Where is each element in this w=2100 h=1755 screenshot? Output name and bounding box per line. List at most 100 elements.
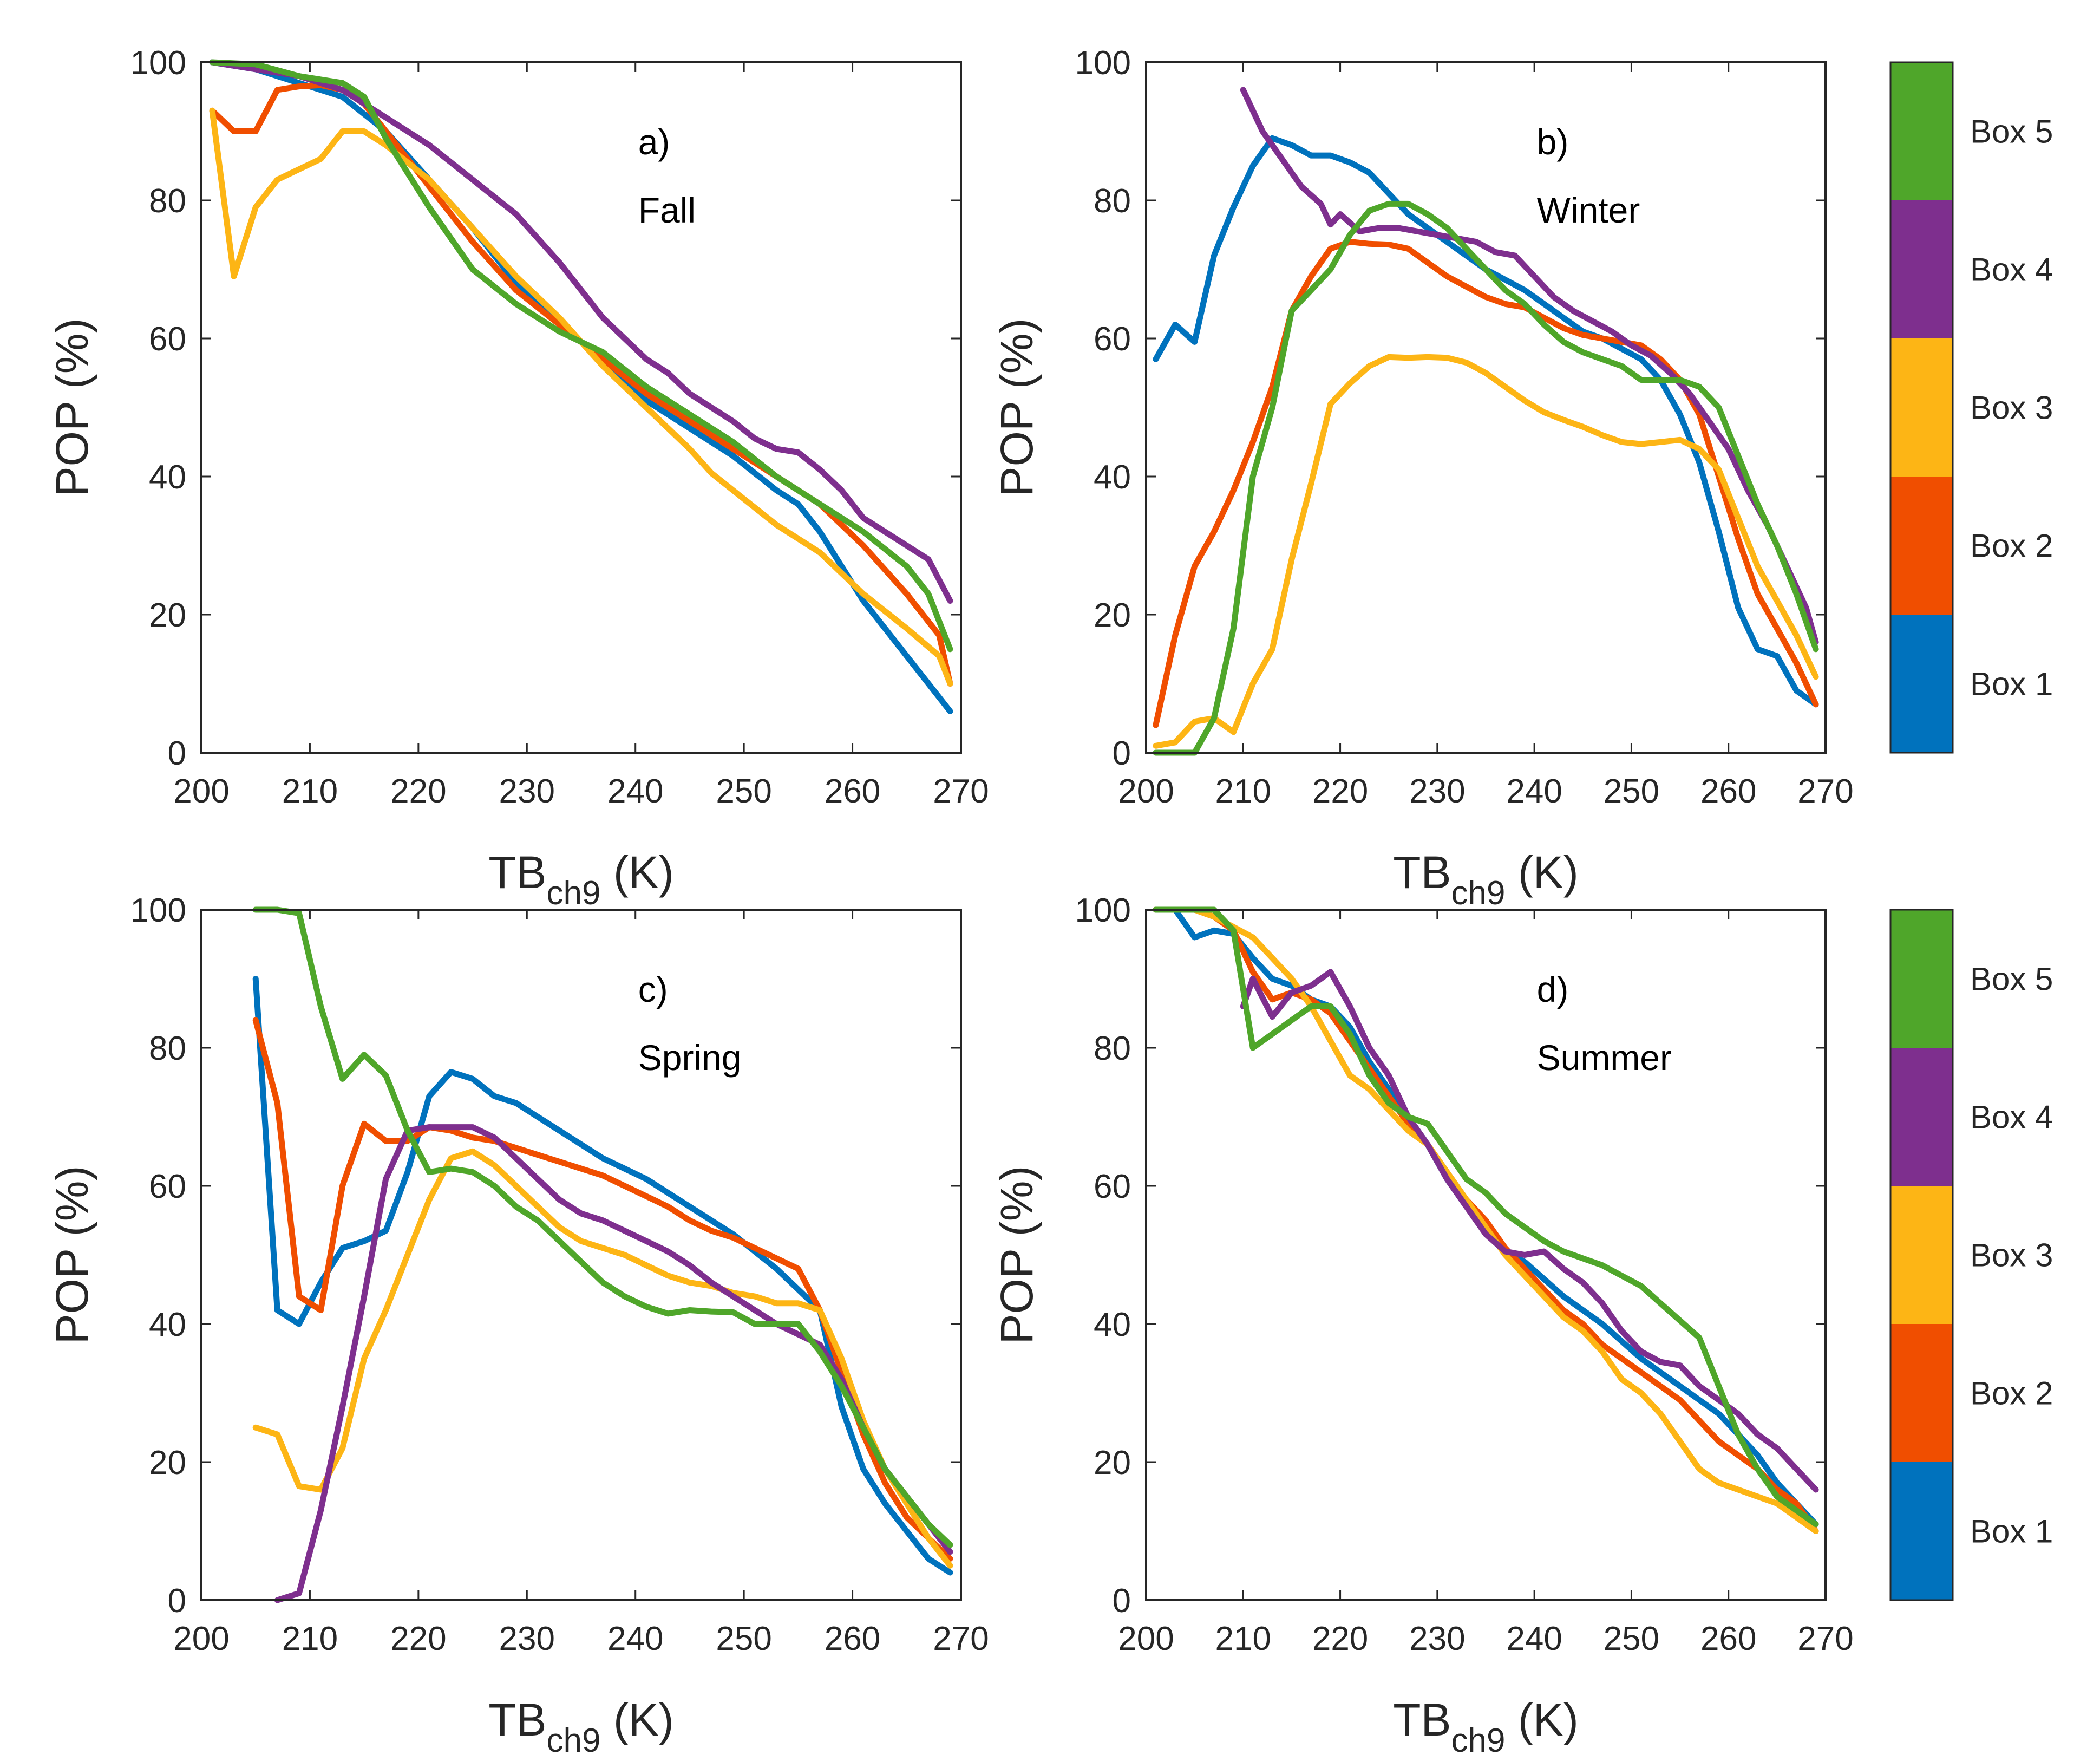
series-line-box-2	[252, 1017, 953, 1562]
colorbar-swatch-box4	[1890, 200, 1953, 338]
y-tick-label: 80	[149, 1030, 186, 1067]
plot-frame	[200, 909, 962, 1601]
y-axis-title: POP (%)	[47, 1166, 97, 1345]
plot-frame	[1145, 909, 1827, 1601]
y-tick-label: 100	[1075, 44, 1131, 82]
colorbar-label: Box 3	[1970, 390, 2053, 426]
panel-letter: c)	[638, 969, 668, 1009]
series-line-box-2	[209, 82, 953, 687]
plot-frame	[1145, 61, 1827, 754]
chart-panel-1: 200 210 220 230 240 250 260 270 0 20 40 60 80 100 a) Fa…	[47, 44, 989, 912]
x-axis-title: TBch9 (K)	[1393, 1694, 1579, 1755]
y-tick-label: 60	[1094, 1168, 1131, 1205]
y-tick-label: 40	[149, 1306, 186, 1343]
colorbar-swatch-box5	[1890, 910, 1953, 1048]
season-title: Summer	[1537, 1038, 1672, 1078]
x-tick-label: 220	[390, 773, 446, 810]
y-tick-label: 20	[1094, 1444, 1131, 1482]
series-line-box-5	[1153, 906, 1819, 1528]
x-tick-label: 210	[1215, 773, 1271, 810]
y-tick-label: 80	[149, 182, 186, 220]
x-tick-label: 220	[1312, 1620, 1368, 1658]
x-tick-label: 200	[1118, 773, 1174, 810]
x-tick-label: 240	[1506, 1620, 1562, 1658]
x-tick-label: 260	[1700, 773, 1756, 810]
x-axis-title: TBch9 (K)	[488, 1694, 674, 1755]
series-group	[1153, 906, 1819, 1534]
plot-frame	[200, 61, 962, 754]
colorbar-swatch-box3	[1890, 338, 1953, 477]
colorbar-legend-1: Box 5 Box 4 Box 3 Box 2 Box 1	[1889, 61, 2053, 754]
series-line-box-2	[1153, 906, 1819, 1534]
colorbar-frame	[1889, 61, 1954, 754]
y-tick-label: 40	[1094, 1306, 1131, 1343]
colorbar-label: Box 1	[1970, 666, 2053, 702]
x-tick-label: 270	[933, 773, 989, 810]
series-line-box-5	[1153, 200, 1819, 756]
colorbar-label: Box 2	[1970, 528, 2053, 564]
series-line-box-5	[209, 59, 953, 653]
x-tick-label: 230	[1409, 773, 1465, 810]
series-group	[252, 906, 953, 1603]
series-line-box-3	[252, 1148, 953, 1569]
series-line-box-4	[1240, 969, 1819, 1493]
colorbar-swatch-box1	[1890, 1462, 1953, 1600]
y-tick-label: 100	[1075, 892, 1131, 929]
series-line-box-3	[1153, 354, 1819, 749]
x-tick-label: 210	[282, 1620, 338, 1658]
y-tick-label: 20	[149, 597, 186, 634]
series-line-box-4	[209, 59, 953, 604]
colorbar-label: Box 4	[1970, 1099, 2053, 1136]
x-tick-label: 240	[1506, 773, 1562, 810]
chart-panel-2: 200 210 220 230 240 250 260 270 0 20 40 60 80 100 b) Wi…	[991, 44, 1854, 912]
y-tick-label: 0	[1113, 1582, 1131, 1620]
colorbar-swatch-box2	[1890, 477, 1953, 615]
x-tick-label: 200	[173, 1620, 229, 1658]
colorbar-swatch-box1	[1890, 615, 1953, 753]
colorbar-label: Box 3	[1970, 1237, 2053, 1274]
panel-letter: a)	[638, 122, 670, 162]
y-tick-label: 60	[1094, 321, 1131, 358]
season-title: Winter	[1537, 190, 1640, 230]
x-tick-label: 210	[1215, 1620, 1271, 1658]
x-tick-label: 210	[282, 773, 338, 810]
x-tick-label: 270	[933, 1620, 989, 1658]
series-line-box-4	[274, 1124, 953, 1603]
series-line-box-5	[252, 906, 953, 1548]
colorbar-swatch-box5	[1890, 62, 1953, 200]
x-axis-title: TBch9 (K)	[488, 847, 674, 912]
x-tick-label: 240	[607, 1620, 663, 1658]
y-tick-label: 80	[1094, 1030, 1131, 1067]
x-tick-label: 250	[716, 773, 771, 810]
series-line-box-2	[1153, 239, 1819, 728]
chart-panel-4: 200 210 220 230 240 250 260 270 0 20 40 60 80 100 d) Su…	[991, 892, 1854, 1755]
x-tick-label: 260	[1700, 1620, 1756, 1658]
x-tick-label: 240	[607, 773, 663, 810]
series-group	[209, 59, 953, 714]
colorbar-legend-2: Box 5 Box 4 Box 3 Box 2 Box 1	[1889, 909, 2053, 1601]
y-tick-label: 40	[1094, 459, 1131, 496]
x-tick-label: 260	[825, 773, 880, 810]
series-line-box-3	[1153, 906, 1819, 1534]
colorbar-label: Box 5	[1970, 961, 2053, 997]
y-tick-label: 60	[149, 1168, 186, 1205]
panel-letter: b)	[1537, 122, 1569, 162]
colorbar-label: Box 1	[1970, 1513, 2053, 1550]
x-tick-label: 250	[1604, 1620, 1659, 1658]
x-tick-label: 200	[1118, 1620, 1174, 1658]
x-tick-label: 250	[1604, 773, 1659, 810]
y-tick-label: 0	[168, 1582, 186, 1620]
colorbar-frame	[1889, 909, 1954, 1601]
x-tick-label: 230	[499, 773, 555, 810]
x-tick-label: 260	[825, 1620, 880, 1658]
x-tick-label: 270	[1797, 773, 1853, 810]
y-tick-label: 0	[168, 735, 186, 772]
panel-letter: d)	[1537, 969, 1569, 1009]
x-tick-label: 230	[499, 1620, 555, 1658]
colorbar-label: Box 4	[1970, 252, 2053, 288]
y-tick-label: 20	[149, 1444, 186, 1482]
series-line-box-4	[1240, 87, 1819, 645]
y-axis-title: POP (%)	[47, 318, 97, 497]
y-tick-label: 100	[130, 44, 186, 82]
x-axis-title: TBch9 (K)	[1393, 847, 1579, 912]
